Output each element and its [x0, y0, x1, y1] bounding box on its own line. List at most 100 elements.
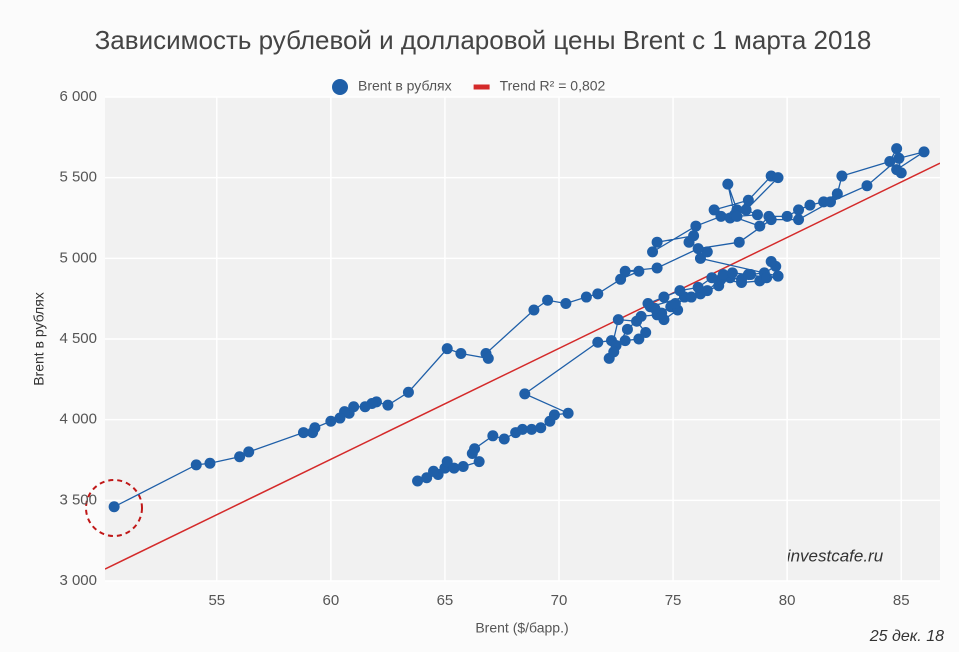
data-point — [765, 214, 777, 226]
legend-marker — [473, 84, 490, 90]
data-point — [526, 423, 538, 435]
data-point — [469, 443, 481, 455]
data-point — [701, 285, 713, 297]
data-point — [740, 204, 752, 216]
legend-label: Trend R² = 0,802 — [500, 78, 606, 94]
x-tick-label: 75 — [665, 592, 682, 609]
data-point — [715, 210, 727, 222]
y-tick-label: 4 500 — [59, 330, 97, 347]
y-tick-label: 5 500 — [59, 169, 97, 186]
data-point — [674, 285, 686, 297]
data-point — [548, 409, 560, 421]
data-point — [619, 335, 631, 347]
data-point — [473, 456, 485, 468]
data-point — [861, 180, 873, 192]
data-point — [487, 430, 499, 442]
data-point — [918, 146, 930, 158]
data-point — [297, 427, 309, 439]
data-point — [772, 270, 784, 282]
chart-title: Зависимость рублевой и долларовой цены B… — [95, 25, 872, 55]
x-tick-label: 85 — [893, 592, 910, 609]
data-point — [781, 210, 793, 222]
data-point — [560, 298, 572, 310]
data-point — [893, 152, 905, 164]
y-tick-label: 5 000 — [59, 249, 97, 266]
data-point — [891, 164, 903, 176]
data-point — [498, 433, 510, 445]
data-point — [824, 196, 836, 208]
x-tick-label: 60 — [323, 592, 340, 609]
data-point — [708, 204, 720, 216]
data-point — [612, 314, 624, 326]
data-point — [765, 256, 777, 268]
data-point — [884, 156, 896, 168]
data-point — [690, 220, 702, 232]
data-point — [621, 323, 633, 335]
data-point — [519, 388, 531, 400]
data-point — [428, 465, 440, 477]
y-tick-label: 3 500 — [59, 491, 97, 508]
watermark: investcafe.ru — [787, 546, 884, 565]
data-point — [706, 272, 718, 284]
data-point — [736, 277, 748, 289]
data-point — [642, 298, 654, 310]
x-tick-label: 55 — [208, 592, 225, 609]
data-point — [608, 346, 620, 358]
data-point — [647, 246, 659, 258]
y-tick-label: 3 000 — [59, 572, 97, 589]
trend-line — [105, 162, 940, 570]
x-tick-label: 70 — [551, 592, 568, 609]
data-point — [658, 291, 670, 303]
data-point — [562, 407, 574, 419]
y-tick-label: 6 000 — [59, 88, 97, 105]
data-point — [651, 262, 663, 274]
data-point — [722, 178, 734, 190]
data-point — [891, 143, 903, 155]
data-point — [580, 291, 592, 303]
data-point — [482, 352, 494, 364]
data-point — [334, 412, 346, 424]
data-point — [761, 272, 773, 284]
data-point — [592, 336, 604, 348]
data-point — [448, 462, 460, 474]
data-point — [751, 209, 763, 221]
data-point — [651, 236, 663, 248]
y-tick-label: 4 000 — [59, 411, 97, 428]
data-point — [402, 386, 414, 398]
data-point — [535, 422, 547, 434]
data-point — [633, 333, 645, 345]
data-point — [307, 427, 319, 439]
data-point — [688, 230, 700, 242]
data-point — [772, 172, 784, 184]
data-point — [635, 310, 647, 322]
data-point — [234, 451, 246, 463]
data-point — [517, 423, 528, 435]
data-point — [692, 243, 704, 255]
legend-marker — [332, 79, 348, 95]
data-point — [441, 456, 453, 468]
data-point — [455, 348, 467, 360]
legend-label: Brent в рублях — [358, 78, 452, 94]
data-point — [190, 459, 202, 471]
data-point — [726, 267, 738, 279]
data-point — [633, 265, 645, 277]
data-point — [528, 304, 540, 316]
data-point — [831, 188, 843, 200]
data-point — [619, 265, 631, 277]
data-point — [669, 298, 681, 310]
data-point — [701, 246, 713, 258]
data-point — [243, 446, 255, 458]
data-point — [754, 220, 766, 232]
data-point — [694, 252, 706, 264]
x-axis-label: Brent ($/барр.) — [475, 620, 568, 636]
data-point — [325, 415, 337, 427]
data-point — [108, 501, 120, 513]
data-point — [685, 291, 697, 303]
highlight-circle — [85, 479, 143, 537]
data-point — [204, 457, 216, 469]
x-tick-label: 65 — [437, 592, 454, 609]
data-point — [731, 210, 743, 222]
y-axis-label: Brent в рублях — [31, 292, 47, 386]
